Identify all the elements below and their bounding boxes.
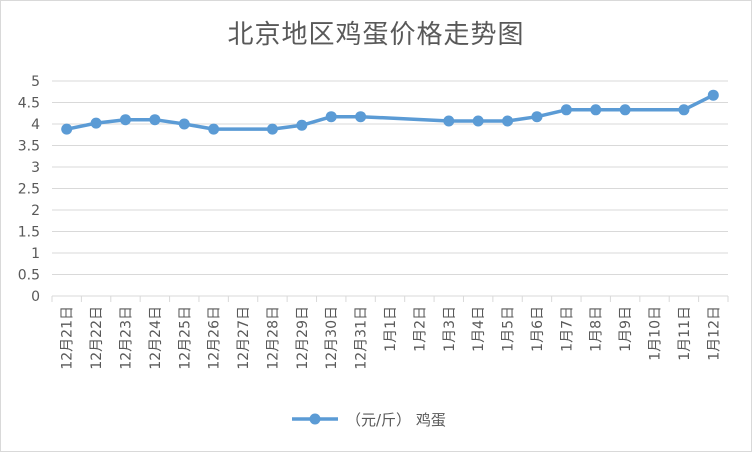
legend-marker-icon [292, 413, 338, 425]
legend: （元/斤） 鸡蛋 [290, 408, 446, 430]
y-tick-label: 5 [31, 74, 40, 90]
y-tick-label: 0 [31, 289, 40, 305]
x-tick-label: 12月28日 [265, 306, 281, 370]
y-axis-tick-labels: 0 0.5 1 1.5 2 2.5 3 3.5 4 4.5 5 [18, 74, 40, 305]
x-tick-label: 1月2日 [412, 306, 428, 352]
chart-title: 北京地区鸡蛋价格走势图 [227, 20, 525, 50]
data-point [502, 115, 514, 127]
x-tick-label: 12月24日 [148, 306, 164, 370]
data-point [678, 104, 690, 116]
data-point [178, 118, 190, 130]
series-layer [61, 89, 719, 135]
x-tick-label: 12月21日 [60, 306, 76, 370]
data-point [531, 111, 543, 123]
x-tick-label: 1月5日 [501, 306, 517, 352]
data-point [560, 104, 572, 116]
data-point [355, 111, 367, 123]
y-tick-label: 3 [31, 160, 40, 176]
y-tick-label: 4.5 [18, 96, 40, 112]
x-tick-label: 1月8日 [589, 306, 605, 352]
x-tick-label: 1月10日 [648, 306, 664, 361]
data-point [149, 114, 161, 126]
x-tick-label: 1月7日 [559, 306, 575, 352]
x-tick-label: 1月11日 [677, 306, 693, 361]
x-tick-label: 12月27日 [236, 306, 252, 370]
x-tick-label: 12月29日 [295, 306, 311, 370]
x-tick-label: 12月30日 [324, 306, 340, 370]
x-tick-label: 12月31日 [354, 306, 370, 370]
x-tick-label: 12月26日 [207, 306, 223, 370]
x-tick-label: 1月12日 [706, 306, 722, 361]
y-tick-label: 3.5 [18, 139, 40, 155]
x-tick-label: 12月22日 [89, 306, 105, 370]
y-tick-label: 2 [31, 203, 40, 219]
x-tick-label: 1月9日 [618, 306, 634, 352]
y-tick-label: 1 [31, 246, 40, 262]
x-tick-label: 12月23日 [118, 306, 134, 370]
data-point [590, 104, 602, 116]
x-tick-label: 1月6日 [530, 306, 546, 352]
data-point [619, 104, 631, 116]
data-point [707, 89, 719, 101]
data-point [119, 114, 131, 126]
data-point [325, 111, 337, 123]
data-point [90, 117, 102, 129]
gridlines [52, 80, 728, 297]
legend-label: （元/斤） 鸡蛋 [346, 410, 446, 429]
data-point [266, 123, 278, 135]
y-tick-label: 0.5 [18, 268, 40, 284]
data-point [443, 115, 455, 127]
x-tick-label: 1月4日 [471, 306, 487, 352]
y-tick-label: 1.5 [18, 225, 40, 241]
x-axis: 12月21日 12月22日 12月23日 12月24日 12月25日 12月26日 12月2… [51, 296, 729, 370]
data-point [296, 119, 308, 131]
x-tick-label: 12月25日 [177, 306, 193, 370]
data-point [208, 123, 220, 135]
x-tick-label: 1月1日 [383, 306, 399, 352]
data-point [61, 123, 73, 135]
y-tick-label: 2.5 [18, 182, 40, 198]
data-point [472, 115, 484, 127]
y-tick-label: 4 [31, 117, 40, 133]
x-tick-label: 1月3日 [442, 306, 458, 352]
